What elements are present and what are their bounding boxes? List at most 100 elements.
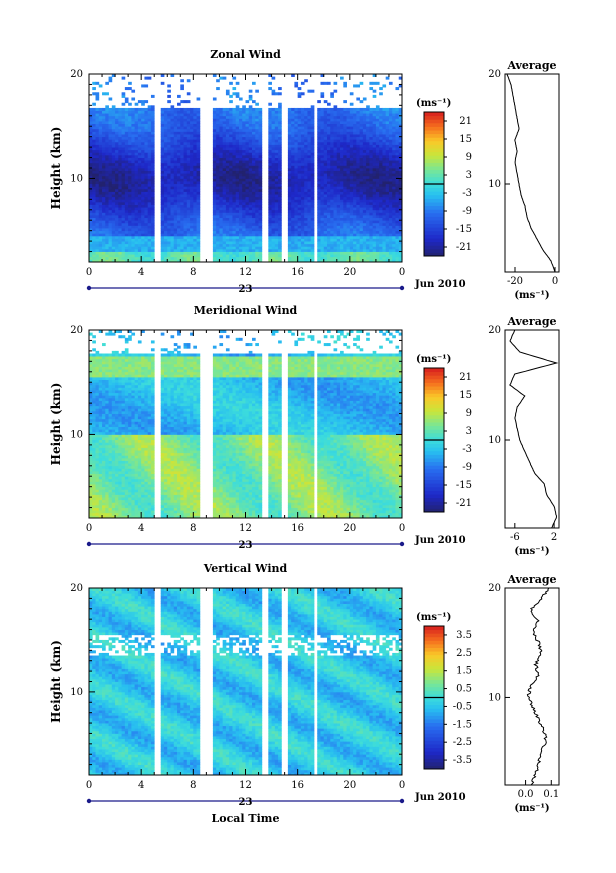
heatmap-cell [225,173,230,177]
heatmap-cell [248,89,253,93]
heatmap-cell [141,251,145,255]
heatmap-cell [173,170,178,174]
heatmap-cell [229,168,233,172]
heatmap-cell [219,230,224,234]
heatmap-cell [343,110,347,114]
heatmap-cell [173,121,178,125]
heatmap-cell [375,222,380,226]
heatmap-cell [385,233,390,237]
heatmap-cell [330,191,334,195]
heatmap-cell [349,215,354,219]
heatmap-cell [219,118,224,122]
heatmap-cell [268,173,272,177]
heatmap-cell [216,201,220,205]
heatmap-cell [183,196,188,200]
heatmap-cell [225,139,230,143]
heatmap-cell [323,121,328,125]
heatmap-cell [131,243,136,247]
heatmap-cell [252,157,256,161]
heatmap-cell [128,259,132,263]
heatmap-cell [304,207,308,211]
heatmap-cell [98,178,103,182]
heatmap-cell [222,115,227,119]
heatmap-cell [242,230,246,234]
heatmap-cell [327,246,331,250]
heatmap-cell [369,118,374,122]
heatmap-cell [300,235,305,239]
heatmap-cell [121,178,126,182]
heatmap-cell [327,191,331,195]
heatmap-cell [245,165,250,169]
heatmap-cell [190,217,194,221]
heatmap-cell [212,212,217,216]
heatmap-cell [108,121,113,125]
heatmap-cell [343,131,347,135]
heatmap-cell [340,207,344,211]
heatmap-cell [369,165,374,169]
heatmap-cell [108,149,113,153]
heatmap-cell [108,118,113,122]
heatmap-cell [137,222,142,226]
heatmap-cell [362,160,367,164]
heatmap-cell [336,157,341,161]
heatmap-cell [297,181,302,185]
heatmap-cell [170,134,175,138]
heatmap-cell [98,170,103,174]
heatmap-cell [252,233,256,237]
heatmap-cell [115,131,119,135]
heatmap-cell [287,217,292,221]
heatmap-cell [258,183,263,187]
heatmap-cell [336,136,341,140]
heatmap-cell [118,126,122,130]
heatmap-cell [255,181,259,185]
heatmap-cell [147,157,152,161]
heatmap-cell [235,256,240,260]
heatmap-cell [274,230,279,234]
heatmap-cell [300,141,305,145]
heatmap-cell [160,141,165,145]
heatmap-cell [193,243,197,247]
heatmap-cell [245,228,250,232]
heatmap-cell [310,173,315,177]
heatmap-cell [193,170,197,174]
heatmap-cell [320,81,325,85]
heatmap-cell [327,217,331,221]
heatmap-cell [193,241,197,245]
heatmap-cell [141,188,145,192]
heatmap-cell [375,181,380,185]
heatmap-cell [105,110,109,114]
heatmap-cell [245,128,250,132]
heatmap-cell [137,157,142,161]
heatmap-cell [216,165,220,169]
heatmap-cell [372,209,377,213]
heatmap-cell [343,149,347,153]
heatmap-cell [95,209,100,213]
heatmap-cell [235,81,240,85]
heatmap-cell [89,235,93,239]
heatmap-cell [216,248,220,252]
heatmap-cell [238,154,243,158]
heatmap-cell [317,220,321,224]
heatmap-cell [336,123,341,127]
heatmap-cell [167,222,171,226]
heatmap-cell [268,121,272,125]
heatmap-cell [137,121,142,125]
heatmap-cell [346,149,351,153]
heatmap-cell [388,168,393,172]
heatmap-cell [219,222,224,226]
heatmap-cell [115,235,119,239]
heatmap-cell [124,118,129,122]
heatmap-cell [193,238,197,242]
heatmap-cell [229,183,233,187]
heatmap-cell [255,102,259,106]
heatmap-cell [92,131,96,135]
heatmap-cell [294,254,299,258]
heatmap-cell [369,188,374,192]
heatmap-cell [147,175,152,179]
heatmap-cell [229,235,233,239]
heatmap-cell [300,139,305,143]
heatmap-cell [196,207,201,211]
heatmap-cell [173,165,178,169]
heatmap-cell [238,238,243,242]
heatmap-cell [379,141,383,145]
